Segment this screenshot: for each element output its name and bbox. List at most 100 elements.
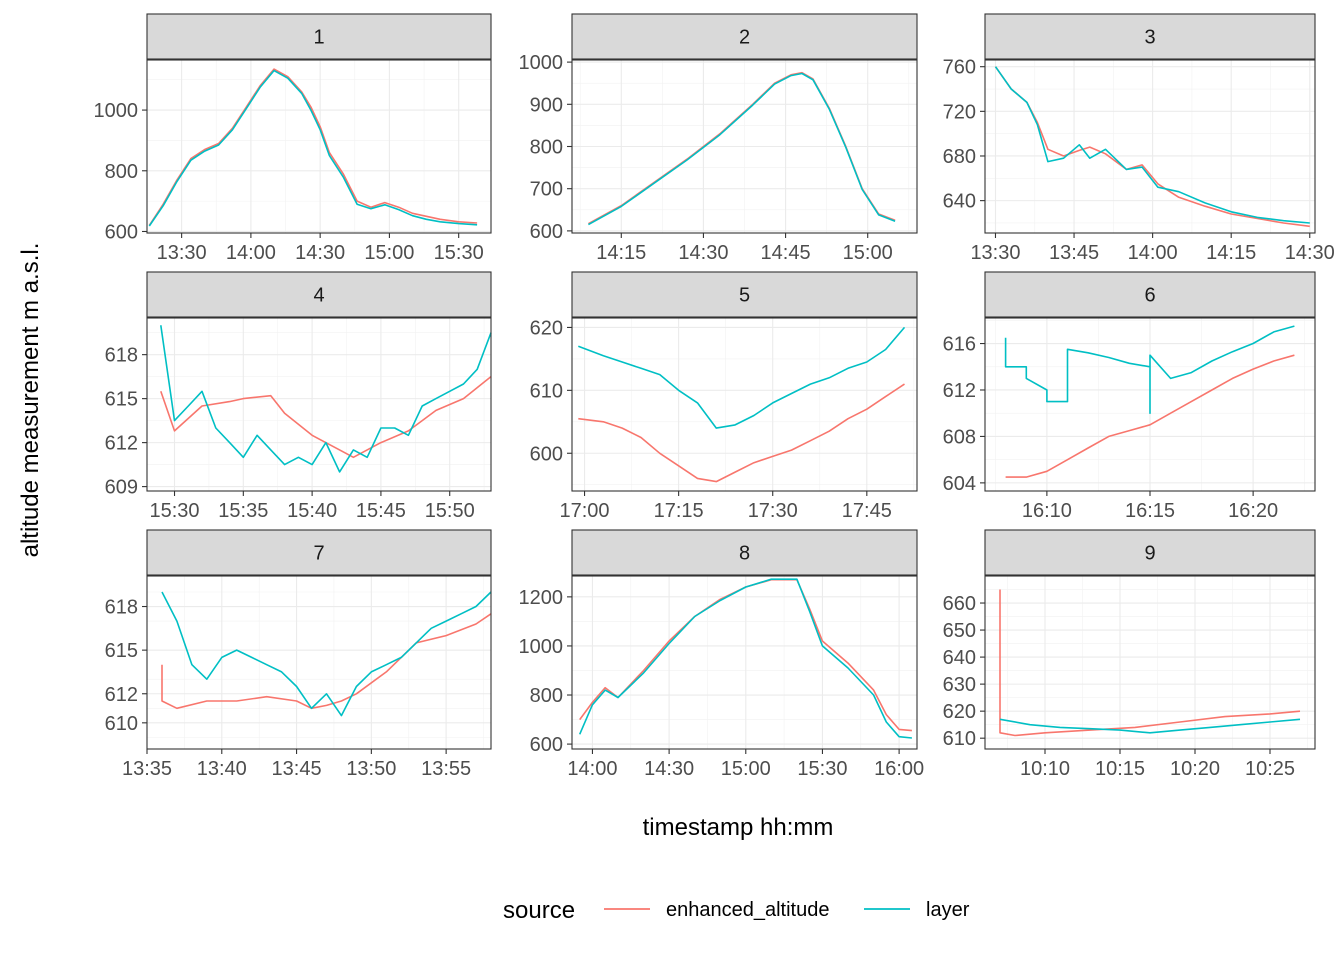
facet-panel-3: 3 13:30 13:45 14:00 14:15 14:30 640 680 720 760 xyxy=(943,13,1335,264)
facet-strip xyxy=(571,529,918,576)
y-tick-label: 618 xyxy=(105,597,138,619)
x-tick-label: 15:30 xyxy=(149,500,199,522)
y-tick-label: 640 xyxy=(943,191,976,213)
y-tick-label: 900 xyxy=(530,94,563,116)
y-tick-label: 1000 xyxy=(519,52,564,74)
series-line-layer xyxy=(994,66,1310,224)
plot-area xyxy=(985,576,1315,749)
x-tick-label: 14:30 xyxy=(678,242,728,264)
x-tick-label: 13:45 xyxy=(272,758,322,780)
plot-area xyxy=(572,318,917,491)
y-tick-label: 615 xyxy=(105,389,138,411)
x-tick-label: 10:15 xyxy=(1095,758,1145,780)
series-line-layer xyxy=(578,578,912,739)
series-line-layer xyxy=(1004,325,1295,415)
series-line-enhanced_altitude xyxy=(160,375,492,459)
x-tick-label: 14:30 xyxy=(295,242,345,264)
y-tick-label: 600 xyxy=(530,221,563,243)
x-tick-label: 14:30 xyxy=(1285,242,1335,264)
y-tick-label: 1200 xyxy=(519,587,564,609)
x-tick-label: 15:40 xyxy=(287,500,337,522)
gridlines xyxy=(572,318,917,491)
facet-panel-4: 4 15:30 15:35 15:40 15:45 15:50 609 612 615 618 xyxy=(105,271,492,522)
facet-strip-label: 4 xyxy=(313,285,324,307)
y-tick-label: 612 xyxy=(943,380,976,402)
x-tick-label: 15:50 xyxy=(425,500,475,522)
facet-strip xyxy=(146,529,492,576)
y-tick-label: 612 xyxy=(105,433,138,455)
plot-area xyxy=(572,576,917,749)
facet-panel-2: 2 14:15 14:30 14:45 15:00 600 700 800 900 1000 xyxy=(519,13,918,264)
x-tick-label: 14:00 xyxy=(1128,242,1178,264)
x-tick-label: 13:35 xyxy=(122,758,172,780)
series-line-enhanced_altitude xyxy=(578,383,905,483)
panel-border xyxy=(146,575,492,750)
facet-strip-label: 1 xyxy=(313,27,324,49)
x-tick-label: 15:00 xyxy=(364,242,414,264)
facet-strip xyxy=(571,13,918,60)
series-line-layer xyxy=(148,69,478,227)
facet-strip xyxy=(146,13,492,60)
legend-entries: enhanced_altitude layer xyxy=(604,899,970,921)
x-tick-label: 14:15 xyxy=(596,242,646,264)
x-tick-label: 10:20 xyxy=(1170,758,1220,780)
panel-border xyxy=(571,317,918,492)
facet-strip-label: 6 xyxy=(1144,285,1155,307)
legend: source enhanced_altitude layer xyxy=(503,897,970,924)
x-tick-label: 13:50 xyxy=(346,758,396,780)
y-tick-label: 609 xyxy=(105,477,138,499)
x-tick-label: 13:45 xyxy=(1049,242,1099,264)
x-tick-label: 15:45 xyxy=(356,500,406,522)
legend-entry-layer: layer xyxy=(864,899,970,921)
y-tick-label: 620 xyxy=(530,317,563,339)
y-tick-label: 604 xyxy=(943,473,976,495)
x-tick-label: 13:40 xyxy=(197,758,247,780)
x-tick-label: 17:00 xyxy=(560,500,610,522)
facet-panel-9: 9 10:10 10:15 10:20 10:25 610 620 630 640 650 660 xyxy=(943,529,1316,780)
gridlines xyxy=(985,576,1315,749)
y-tick-label: 612 xyxy=(105,684,138,706)
x-tick-label: 13:55 xyxy=(421,758,471,780)
x-tick-label: 10:25 xyxy=(1245,758,1295,780)
facet-panel-8: 8 14:00 14:30 15:00 15:30 16:00 600 800 1000 1200 xyxy=(519,529,924,780)
y-tick-label: 600 xyxy=(530,734,563,756)
y-tick-label: 630 xyxy=(943,674,976,696)
y-tick-label: 650 xyxy=(943,620,976,642)
facet-strip-label: 5 xyxy=(739,285,750,307)
panel-border xyxy=(571,575,918,750)
legend-label: enhanced_altitude xyxy=(666,899,829,921)
x-tick-label: 15:30 xyxy=(797,758,847,780)
facet-strip xyxy=(984,13,1316,60)
facet-strip-label: 9 xyxy=(1144,543,1155,565)
y-tick-label: 800 xyxy=(530,685,563,707)
series-line-layer xyxy=(160,325,492,473)
gridlines xyxy=(985,60,1315,233)
plot-area xyxy=(147,60,491,233)
facet-panel-5: 5 17:00 17:15 17:30 17:45 600 610 620 xyxy=(530,271,918,522)
plot-area xyxy=(147,318,491,491)
facet-panel-6: 6 16:10 16:15 16:20 604 608 612 616 xyxy=(943,271,1316,522)
x-tick-label: 17:45 xyxy=(842,500,892,522)
x-tick-label: 14:30 xyxy=(644,758,694,780)
panel-border xyxy=(984,59,1316,234)
facet-panels: 1 13:30 14:00 14:30 15:00 15:30 600 800 1000 2 14:… xyxy=(94,13,1335,780)
facet-strip xyxy=(984,271,1316,318)
panel-border xyxy=(984,575,1316,750)
y-tick-label: 610 xyxy=(105,713,138,735)
x-tick-label: 15:00 xyxy=(721,758,771,780)
x-tick-label: 14:00 xyxy=(226,242,276,264)
x-tick-label: 13:30 xyxy=(970,242,1020,264)
facet-strip xyxy=(146,271,492,318)
series-line-layer xyxy=(161,591,492,717)
x-tick-label: 15:30 xyxy=(434,242,484,264)
plot-area xyxy=(147,576,491,749)
y-tick-label: 620 xyxy=(943,701,976,723)
panel-border xyxy=(146,59,492,234)
x-tick-label: 14:15 xyxy=(1206,242,1256,264)
x-tick-label: 15:00 xyxy=(843,242,893,264)
facet-strip-label: 7 xyxy=(313,543,324,565)
x-tick-label: 14:00 xyxy=(567,758,617,780)
series-line-enhanced_altitude xyxy=(148,68,478,226)
facet-strip-label: 8 xyxy=(739,543,750,565)
